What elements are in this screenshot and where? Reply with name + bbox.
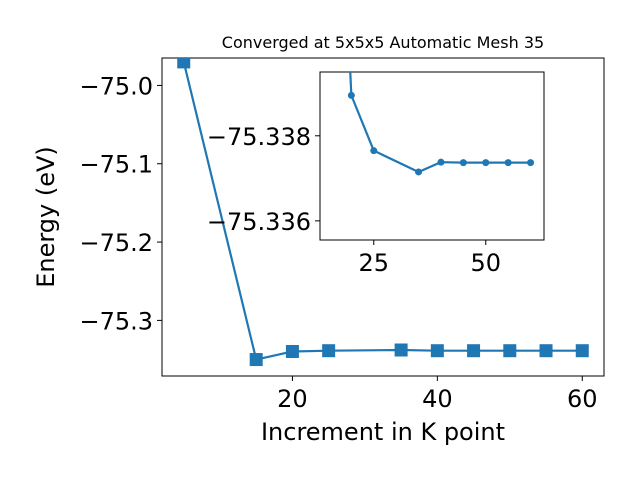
data-point xyxy=(285,344,299,358)
y-axis-label: Energy (eV) xyxy=(32,146,60,288)
data-point xyxy=(482,159,490,167)
inset-axes-frame xyxy=(319,71,545,241)
x-tick-label: 40 xyxy=(422,385,453,413)
data-point xyxy=(527,159,535,167)
data-point xyxy=(459,159,467,167)
chart-title: Converged at 5x5x5 Automatic Mesh 35 xyxy=(222,33,544,52)
y-tick-label: −75.3 xyxy=(79,307,153,335)
x-tick-label: 25 xyxy=(358,249,389,277)
data-point xyxy=(249,353,263,367)
y-tick-label: −75.1 xyxy=(79,151,153,179)
data-point xyxy=(539,344,553,358)
series-line xyxy=(182,61,583,361)
x-tick-label: 20 xyxy=(277,385,308,413)
x-tick-label: 50 xyxy=(470,249,501,277)
data-point xyxy=(575,344,589,358)
x-axis-label: Increment in K point xyxy=(261,418,505,446)
x-tick-label: 60 xyxy=(567,385,598,413)
data-point xyxy=(177,58,191,69)
y-tick-label: −75.338 xyxy=(207,123,311,151)
y-tick-label: −75.336 xyxy=(207,208,311,236)
data-point xyxy=(347,91,355,99)
data-point xyxy=(415,168,423,176)
inset-plot-area: 25 50 −75.338 −75.336 xyxy=(207,71,545,277)
data-point xyxy=(504,159,512,167)
y-tick-label: −75.2 xyxy=(79,229,153,257)
data-point xyxy=(322,344,336,358)
data-point xyxy=(467,344,481,358)
y-tick-label: −75.0 xyxy=(79,72,153,100)
data-point xyxy=(394,343,408,357)
data-point xyxy=(370,147,378,155)
data-point xyxy=(430,344,444,358)
data-point xyxy=(437,158,445,166)
data-point xyxy=(503,344,517,358)
